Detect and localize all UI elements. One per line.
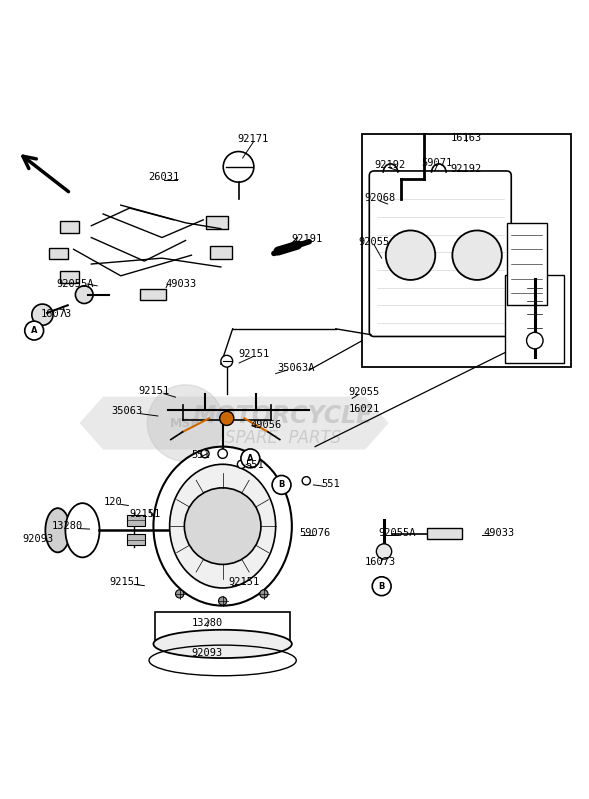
Circle shape — [452, 230, 502, 280]
Bar — [60, 271, 79, 283]
Text: 92055: 92055 — [358, 237, 390, 247]
Bar — [49, 248, 68, 260]
Ellipse shape — [153, 630, 292, 658]
Circle shape — [147, 385, 224, 461]
Text: MOTORCYCLE: MOTORCYCLE — [193, 404, 373, 428]
Text: 13280: 13280 — [191, 618, 223, 628]
Text: MSP: MSP — [170, 416, 201, 430]
Circle shape — [201, 450, 209, 458]
Bar — [60, 221, 79, 233]
Polygon shape — [80, 396, 389, 450]
Circle shape — [221, 356, 233, 367]
Bar — [507, 223, 547, 305]
Circle shape — [372, 577, 391, 595]
Bar — [127, 515, 145, 526]
Text: 120: 120 — [104, 497, 123, 507]
Text: 92151: 92151 — [129, 509, 161, 519]
Circle shape — [218, 449, 227, 459]
Ellipse shape — [65, 503, 100, 558]
Text: 16021: 16021 — [348, 404, 380, 414]
Text: 92192: 92192 — [451, 164, 482, 173]
Circle shape — [184, 488, 261, 564]
Bar — [427, 528, 462, 539]
Bar — [127, 535, 145, 545]
Text: 26031: 26031 — [148, 172, 180, 182]
Ellipse shape — [170, 464, 276, 588]
Circle shape — [260, 590, 268, 598]
Text: 92151: 92151 — [109, 577, 141, 587]
Text: 92191: 92191 — [292, 234, 323, 244]
Bar — [362, 134, 571, 367]
Text: 92151: 92151 — [229, 577, 260, 587]
Text: 16073: 16073 — [365, 557, 396, 567]
Ellipse shape — [45, 508, 70, 552]
Text: 92055A: 92055A — [57, 279, 94, 289]
Text: 49033: 49033 — [166, 279, 197, 289]
Circle shape — [176, 590, 184, 598]
Circle shape — [386, 230, 435, 280]
Text: 13280: 13280 — [52, 521, 84, 531]
Text: 35063: 35063 — [111, 406, 143, 416]
Circle shape — [241, 449, 260, 468]
Circle shape — [272, 475, 291, 495]
Text: 16163: 16163 — [451, 133, 482, 143]
Circle shape — [527, 332, 543, 349]
Bar — [505, 275, 564, 363]
Text: 49033: 49033 — [484, 527, 515, 538]
Text: 551: 551 — [245, 460, 264, 471]
Bar — [206, 217, 228, 229]
Circle shape — [237, 460, 246, 468]
Text: 92151: 92151 — [138, 386, 170, 396]
Bar — [210, 246, 232, 259]
Text: 92192: 92192 — [374, 160, 406, 170]
Bar — [140, 289, 167, 300]
Text: B: B — [379, 582, 385, 590]
FancyBboxPatch shape — [369, 171, 511, 336]
Text: 92055A: 92055A — [379, 527, 416, 538]
Ellipse shape — [153, 447, 292, 606]
Circle shape — [219, 597, 227, 605]
Text: 16073: 16073 — [41, 309, 72, 319]
Text: 59071: 59071 — [421, 157, 453, 168]
Text: 59076: 59076 — [299, 527, 331, 538]
Circle shape — [220, 411, 234, 425]
Circle shape — [302, 477, 310, 485]
Text: A: A — [247, 454, 254, 463]
Text: 92068: 92068 — [364, 193, 396, 203]
Bar — [155, 611, 290, 641]
Circle shape — [75, 286, 93, 304]
Text: 49056: 49056 — [250, 420, 282, 431]
Text: SPARE  PARTS: SPARE PARTS — [224, 429, 341, 447]
Text: B: B — [279, 480, 284, 490]
Text: 92055: 92055 — [348, 388, 380, 397]
Circle shape — [32, 304, 53, 325]
Circle shape — [376, 544, 392, 559]
Circle shape — [25, 321, 44, 340]
Text: 92151: 92151 — [239, 349, 270, 359]
Text: 35063A: 35063A — [277, 363, 315, 372]
Text: 92171: 92171 — [237, 134, 269, 144]
Text: A: A — [31, 326, 38, 335]
Text: 551: 551 — [191, 450, 210, 460]
Text: 92093: 92093 — [22, 534, 54, 544]
Text: 92093: 92093 — [191, 648, 223, 658]
Text: 551: 551 — [322, 479, 340, 489]
